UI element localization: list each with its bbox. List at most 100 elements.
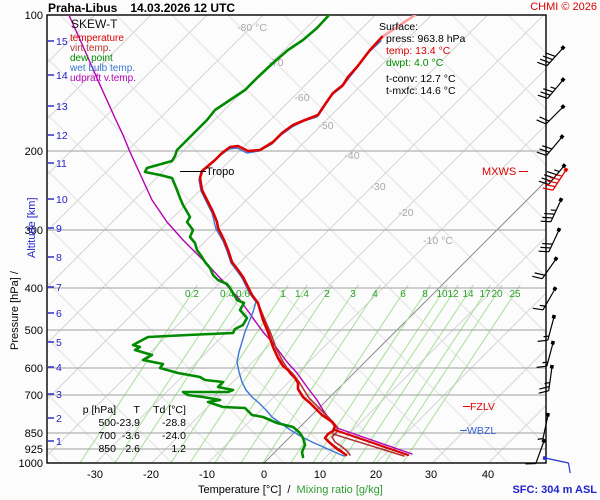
- svg-text:12: 12: [56, 130, 68, 142]
- pressure-axis: 100 200 300 400 500 600 700 850 925 1000: [19, 10, 43, 470]
- svg-text:-40: -40: [344, 150, 359, 162]
- mxws-label: MXWS: [482, 166, 517, 178]
- fzlv-tick: [463, 405, 470, 407]
- surface-dewpoint: dwpt: 4.0 °C: [386, 57, 444, 69]
- wind-barb: [537, 45, 566, 67]
- altitude-axis: 15 14 13 12 11 10 9 8 7 6 5 4 3 2 1: [48, 36, 68, 448]
- x-axis-title-mixing: Mixing ratio [g/kg]: [296, 484, 383, 496]
- svg-text:700: 700: [25, 390, 43, 402]
- wind-barb: [542, 167, 569, 191]
- svg-text:30: 30: [425, 469, 437, 481]
- svg-text:0.6: 0.6: [236, 289, 250, 300]
- plot-grid: -80 °C -70 -60 -50 -40 -30 -20 -10 °C 0.2 0.4 0.6 1…: [47, 15, 546, 463]
- svg-text:0.2: 0.2: [185, 289, 199, 300]
- updraft-virt-temp-curve: [68, 15, 338, 429]
- col-dewpoint: Td [°C]: [153, 404, 186, 416]
- wind-barb-column: [525, 45, 571, 474]
- svg-text:6: 6: [400, 289, 406, 300]
- temperature-curve-top: [380, 15, 417, 39]
- dew-point-curve: [131, 15, 331, 459]
- legend-item-updraft: udpraft v.temp.: [70, 73, 136, 84]
- legend-item-temperature: temperature: [70, 33, 124, 44]
- svg-text:850: 850: [25, 428, 43, 440]
- svg-text:-20: -20: [398, 207, 413, 219]
- tropopause-marker: Tropo: [180, 166, 234, 178]
- wind-barb: [538, 364, 554, 394]
- svg-text:-30: -30: [87, 469, 103, 481]
- svg-text:4: 4: [372, 289, 378, 300]
- col-pressure: p [hPa]: [82, 404, 116, 416]
- wind-barb: [532, 286, 558, 311]
- surface-title: Surface:: [379, 21, 419, 33]
- table-row: 500 -23.9 -28.8: [98, 417, 186, 429]
- wind-barb: [542, 456, 571, 474]
- col-temp: T: [133, 404, 140, 416]
- svg-text:400: 400: [25, 283, 43, 295]
- svg-text:300: 300: [25, 225, 43, 237]
- svg-text:-60: -60: [294, 92, 309, 104]
- temperature-curve: [198, 35, 384, 457]
- wet-bulb-zero-marker: WBZL: [460, 425, 496, 437]
- svg-text:9: 9: [56, 223, 62, 235]
- svg-text:-80 °C: -80 °C: [237, 22, 267, 34]
- legend-item-dew-point: dew point: [70, 53, 113, 64]
- svg-text:600: 600: [25, 363, 43, 375]
- wind-barb: [538, 227, 562, 253]
- svg-text:0: 0: [261, 469, 267, 481]
- svg-text:2: 2: [324, 289, 330, 300]
- wind-barb: [537, 77, 566, 99]
- surface-temp: temp: 13.4 °C: [386, 45, 451, 57]
- svg-text:200: 200: [25, 146, 43, 158]
- svg-text:1000: 1000: [19, 458, 43, 470]
- legend-item-virt-temp: virt.temp.: [70, 43, 112, 54]
- svg-text:-30: -30: [370, 181, 385, 193]
- surface-pressure: press: 963.8 hPa: [386, 33, 466, 45]
- wbzl-label: WBZL: [467, 425, 497, 437]
- svg-text:100: 100: [25, 10, 43, 22]
- plot-frame: [46, 14, 547, 464]
- virt-temp-tail: [332, 433, 405, 457]
- sounding-curves: [68, 15, 417, 459]
- svg-text:-10: -10: [199, 469, 215, 481]
- wind-barb: [537, 314, 557, 342]
- updraft-tail: [336, 427, 413, 455]
- svg-text:25: 25: [509, 289, 521, 300]
- wind-barb: [536, 134, 565, 156]
- diagram-type-label: SKEW-T: [71, 17, 118, 31]
- freezing-level-marker: FZLV: [463, 401, 495, 413]
- svg-text:1: 1: [56, 436, 62, 448]
- svg-text:1: 1: [280, 289, 286, 300]
- svg-text:20: 20: [370, 469, 382, 481]
- svg-text:10: 10: [436, 289, 448, 300]
- svg-text:3: 3: [350, 289, 356, 300]
- temperature-axis: -30 -20 -10 0 10 20 30 40: [87, 469, 494, 481]
- tropopause-tick: [180, 170, 206, 172]
- y-axis-title-pressure: Pressure [hPa] /: [9, 271, 21, 350]
- svg-text:-10 °C: -10 °C: [423, 235, 453, 247]
- t-mxfc-value: t-mxfc: 14.6 °C: [386, 85, 456, 97]
- svg-text:0.4: 0.4: [220, 289, 234, 300]
- virt-temp-curve: [257, 302, 351, 456]
- svg-text:-50: -50: [318, 120, 333, 132]
- wind-barb: [536, 340, 556, 368]
- wind-barb: [540, 197, 564, 223]
- page-title: Praha-Libus 14.03.2026 12 UTC: [48, 1, 235, 15]
- svg-text:12: 12: [447, 289, 459, 300]
- wind-barb: [537, 412, 550, 440]
- mxws-tick: [519, 170, 529, 172]
- table-row: 700 -3.6 -24.0: [98, 430, 186, 442]
- table-row: 850 2.6 1.2: [98, 443, 186, 455]
- svg-text:2: 2: [56, 413, 62, 425]
- copyright-label: CHMI © 2026: [530, 1, 597, 13]
- svg-text:1.4: 1.4: [295, 289, 309, 300]
- svg-text:20: 20: [491, 289, 503, 300]
- svg-text:5: 5: [56, 337, 62, 349]
- svg-text:7: 7: [56, 282, 62, 294]
- svg-text:4: 4: [56, 362, 62, 374]
- station-elevation-label: SFC: 304 m ASL: [512, 484, 597, 496]
- wind-barb: [525, 438, 547, 465]
- levels-table-header: p [hPa] T Td [°C]: [72, 404, 186, 417]
- x-axis-title-temp: Temperature [°C]: [198, 484, 282, 496]
- t-conv-value: t-conv: 12.7 °C: [386, 73, 456, 85]
